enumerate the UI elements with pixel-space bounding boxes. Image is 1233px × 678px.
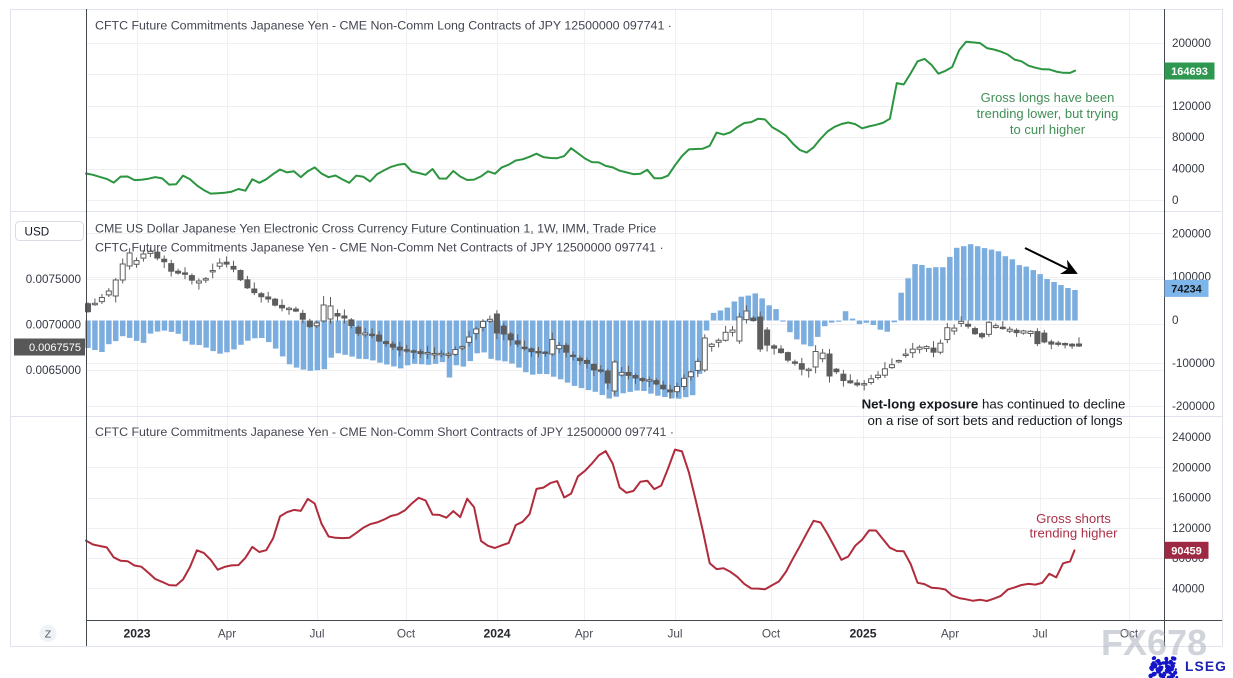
svg-text:trending lower, but trying: trending lower, but trying bbox=[977, 106, 1119, 121]
svg-text:164693: 164693 bbox=[1171, 66, 1208, 78]
svg-text:0.0067575: 0.0067575 bbox=[29, 342, 81, 354]
svg-text:Apr: Apr bbox=[575, 627, 593, 641]
svg-text:Jul: Jul bbox=[667, 627, 682, 641]
svg-text:80000: 80000 bbox=[1172, 131, 1205, 144]
svg-text:0: 0 bbox=[1172, 194, 1179, 207]
svg-text:LSEG: LSEG bbox=[1185, 659, 1227, 674]
svg-text:Gross longs have been: Gross longs have been bbox=[981, 90, 1115, 105]
svg-text:0: 0 bbox=[1172, 314, 1179, 327]
svg-text:2025: 2025 bbox=[849, 627, 876, 641]
svg-text:to curl higher: to curl higher bbox=[1010, 122, 1086, 137]
svg-text:40000: 40000 bbox=[1172, 163, 1205, 176]
svg-text:0.0065000: 0.0065000 bbox=[26, 364, 82, 377]
svg-text:Jul: Jul bbox=[309, 627, 324, 641]
svg-text:120000: 120000 bbox=[1172, 100, 1212, 113]
svg-text:Jul: Jul bbox=[1032, 627, 1047, 641]
svg-text:-200000: -200000 bbox=[1172, 400, 1215, 413]
svg-text:Oct: Oct bbox=[1120, 627, 1139, 641]
svg-text:trending higher: trending higher bbox=[1030, 526, 1119, 541]
svg-text:2023: 2023 bbox=[123, 627, 150, 641]
svg-text:160000: 160000 bbox=[1172, 492, 1212, 505]
svg-text:CFTC Future Commitments Japane: CFTC Future Commitments Japanese Yen - C… bbox=[95, 241, 664, 255]
svg-text:Oct: Oct bbox=[762, 627, 781, 641]
svg-text:CME US Dollar Japanese Yen Ele: CME US Dollar Japanese Yen Electronic Cr… bbox=[95, 222, 656, 236]
svg-text:Z: Z bbox=[45, 629, 52, 641]
svg-text:200000: 200000 bbox=[1172, 227, 1212, 240]
svg-text:Oct: Oct bbox=[397, 627, 416, 641]
svg-text:0.0070000: 0.0070000 bbox=[26, 319, 82, 332]
svg-text:Apr: Apr bbox=[218, 627, 236, 641]
svg-text:90459: 90459 bbox=[1171, 545, 1202, 557]
svg-text:120000: 120000 bbox=[1172, 522, 1212, 535]
svg-text:2024: 2024 bbox=[483, 627, 510, 641]
svg-text:40000: 40000 bbox=[1172, 582, 1205, 595]
svg-text:CFTC Future Commitments Japane: CFTC Future Commitments Japanese Yen - C… bbox=[95, 425, 674, 439]
svg-text:240000: 240000 bbox=[1172, 431, 1212, 444]
svg-text:200000: 200000 bbox=[1172, 461, 1212, 474]
svg-text:CFTC Future Commitments Japane: CFTC Future Commitments Japanese Yen - C… bbox=[95, 19, 672, 33]
svg-text:Apr: Apr bbox=[941, 627, 959, 641]
svg-text:Net-long exposure has continue: Net-long exposure has continued to decli… bbox=[862, 396, 1126, 411]
svg-text:Gross shorts: Gross shorts bbox=[1036, 511, 1111, 526]
svg-text:200000: 200000 bbox=[1172, 37, 1212, 50]
svg-text:0.0075000: 0.0075000 bbox=[26, 273, 82, 286]
svg-text:on a rise of sort bets and red: on a rise of sort bets and reduction of … bbox=[867, 413, 1122, 428]
svg-text:USD: USD bbox=[25, 226, 50, 239]
svg-text:-100000: -100000 bbox=[1172, 357, 1215, 370]
svg-text:74234: 74234 bbox=[1171, 283, 1202, 295]
